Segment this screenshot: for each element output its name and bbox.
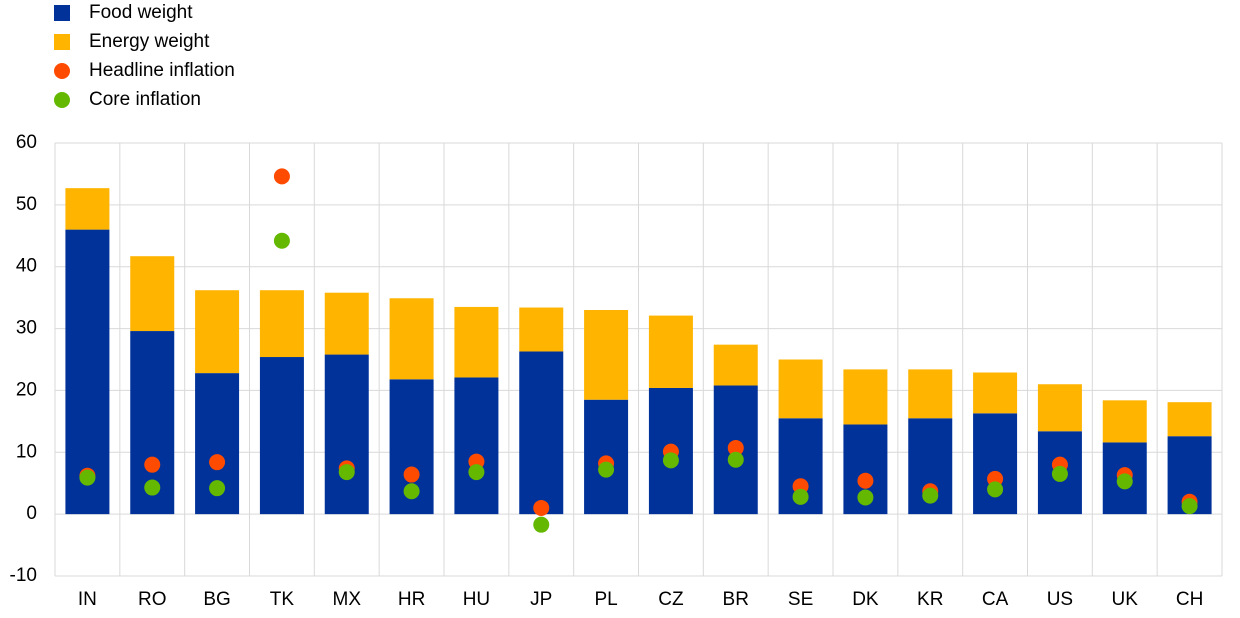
bar (1167, 402, 1212, 437)
bar (843, 369, 888, 425)
bar (584, 310, 629, 400)
x-tick-label: HU (463, 589, 490, 610)
x-tick-label: HR (398, 589, 425, 610)
bar (1102, 400, 1147, 443)
dot (1181, 498, 1198, 515)
x-tick-label: BG (203, 589, 230, 610)
dot (209, 454, 226, 471)
x-tick-label: UK (1112, 589, 1139, 610)
dot (338, 464, 355, 481)
bar (389, 298, 434, 380)
legend-label: Energy weight (89, 31, 210, 52)
x-tick-label: MX (333, 589, 362, 610)
x-tick-label: BR (723, 589, 749, 610)
x-tick-label: KR (917, 589, 943, 610)
legend-label: Core inflation (89, 89, 201, 110)
dot (144, 479, 161, 496)
dot (792, 488, 809, 505)
dot (857, 489, 874, 506)
legend-label: Headline inflation (89, 60, 235, 81)
bar (324, 354, 369, 515)
x-tick-label: RO (138, 589, 167, 610)
bar (259, 357, 304, 515)
bar (519, 307, 564, 352)
y-tick-label: 50 (16, 194, 37, 215)
dot (533, 499, 550, 516)
dot (273, 232, 290, 249)
y-tick-label: 20 (16, 379, 37, 400)
dot (727, 439, 744, 456)
legend-swatch (54, 5, 70, 21)
bar (713, 344, 758, 386)
y-tick-label: 30 (16, 318, 37, 339)
bar (454, 306, 499, 378)
dot (79, 469, 96, 486)
bar (259, 290, 304, 358)
dot (727, 451, 744, 468)
x-tick-label: DK (852, 589, 879, 610)
x-tick-label: US (1047, 589, 1073, 610)
x-tick-label: CA (982, 589, 1009, 610)
bar (519, 351, 564, 515)
legend-swatch (54, 34, 70, 50)
y-tick-label: 10 (16, 441, 37, 462)
bar (65, 229, 110, 515)
dot (922, 487, 939, 504)
bar (1037, 384, 1082, 432)
x-tick-label: IN (78, 589, 97, 610)
dot (273, 168, 290, 185)
dot (403, 483, 420, 500)
dot (403, 466, 420, 483)
dot (1116, 473, 1133, 490)
dot (209, 480, 226, 497)
legend-label: Food weight (89, 2, 193, 23)
bar (65, 188, 110, 230)
bar (778, 359, 823, 419)
dot (598, 461, 615, 478)
x-tick-label: PL (594, 589, 617, 610)
dot (1051, 465, 1068, 482)
y-tick-label: 0 (26, 503, 37, 524)
bar (648, 315, 693, 388)
bar (973, 413, 1018, 515)
x-tick-label: CH (1176, 589, 1203, 610)
bar (973, 372, 1018, 414)
bar (454, 377, 499, 515)
dot (533, 516, 550, 533)
legend-swatch (54, 63, 70, 79)
bar (130, 256, 175, 332)
y-tick-label: 60 (16, 132, 37, 153)
dot (468, 464, 485, 481)
x-tick-label: SE (788, 589, 813, 610)
legend-swatch (54, 92, 70, 108)
bar (195, 290, 240, 374)
y-tick-label: 40 (16, 256, 37, 277)
bar (324, 292, 369, 355)
dot (857, 472, 874, 489)
x-tick-label: TK (270, 589, 295, 610)
bar (908, 369, 953, 419)
y-tick-label: -10 (10, 565, 37, 586)
x-tick-label: JP (530, 589, 552, 610)
dot (144, 456, 161, 473)
dot (662, 452, 679, 469)
dot (987, 481, 1004, 498)
x-tick-label: CZ (658, 589, 684, 610)
